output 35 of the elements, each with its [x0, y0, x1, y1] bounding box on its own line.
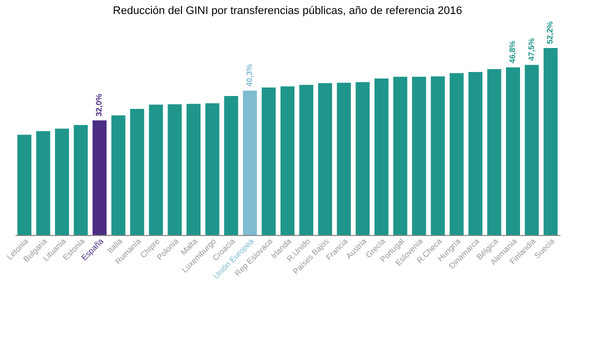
bar [430, 76, 445, 235]
bar [318, 83, 332, 235]
bar [205, 103, 220, 235]
bar [374, 78, 388, 235]
bar [17, 134, 32, 235]
bar [262, 87, 276, 235]
data-label: 46,8% [508, 40, 518, 64]
bar [487, 69, 502, 235]
data-label: 47,5% [526, 38, 536, 61]
bar [111, 115, 126, 235]
bar [299, 84, 314, 235]
bar [148, 104, 163, 235]
bar [412, 76, 426, 235]
chart-title: Reducción del GINI por transferencias públicas, año de referencia 2016 [112, 5, 462, 17]
bar [168, 104, 182, 235]
bar [393, 76, 408, 235]
data-label: 52,2% [546, 21, 555, 44]
bar [130, 108, 144, 235]
bar [36, 131, 50, 235]
bar [54, 128, 69, 235]
bar [468, 72, 482, 235]
bar [544, 48, 558, 235]
bar [242, 90, 257, 235]
data-label: 40,3% [244, 64, 254, 87]
bar [224, 96, 238, 235]
bar [524, 64, 539, 235]
bar [336, 82, 351, 235]
bar [280, 86, 294, 235]
bar [356, 82, 370, 235]
data-label: 32,0% [94, 94, 104, 116]
bar [186, 104, 201, 235]
bar [506, 67, 520, 235]
bar [92, 120, 107, 235]
bar [450, 73, 464, 235]
bar [74, 125, 88, 235]
